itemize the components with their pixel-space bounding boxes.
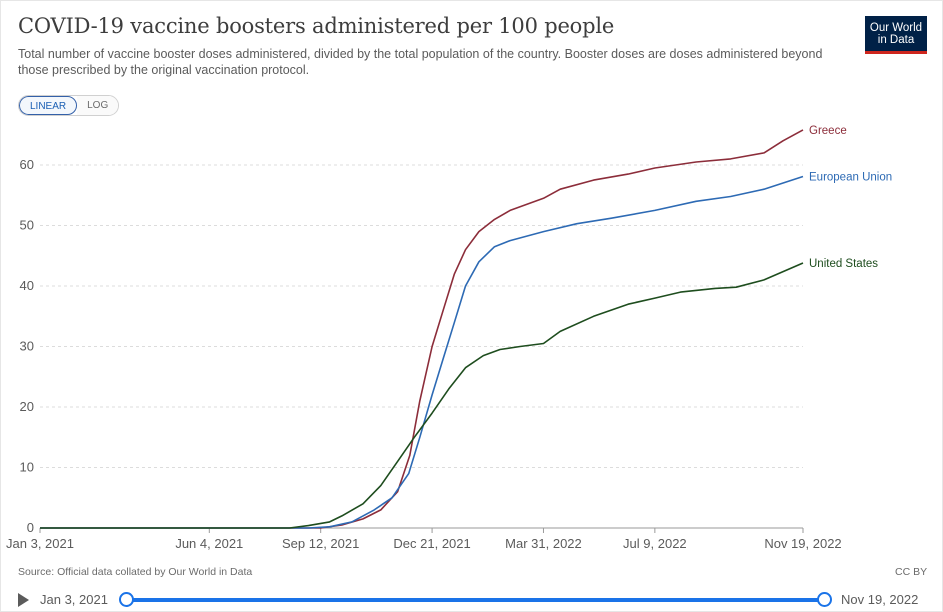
y-tick-label: 40	[20, 278, 34, 293]
chart-title: COVID-19 vaccine boosters administered p…	[18, 14, 615, 38]
linear-scale-button[interactable]: LINEAR	[19, 96, 78, 115]
series-label: European Union	[809, 171, 892, 183]
y-tick-label: 0	[27, 520, 34, 535]
line-chart: 0 10 20 30 40 50 60 Jan 3, 2021 Jun 4, 2021 Sep 1…	[6, 125, 892, 551]
timeline-end-label: Nov 19, 2022	[841, 592, 919, 607]
y-tick-label: 50	[20, 218, 34, 233]
logo-line-1: Our World	[869, 22, 923, 34]
timeline-end-handle[interactable]	[817, 592, 832, 607]
x-tick-label: Jan 3, 2021	[6, 536, 74, 551]
timeline-track[interactable]	[126, 598, 826, 602]
x-tick-label: Sep 12, 2021	[282, 536, 359, 551]
timeline-start-handle[interactable]	[119, 592, 134, 607]
series-label: United States	[809, 258, 878, 270]
y-tick-label: 10	[20, 460, 34, 475]
chart-subtitle: Total number of vaccine booster doses ad…	[18, 47, 823, 77]
owid-logo[interactable]: Our World in Data	[865, 16, 927, 54]
license-link[interactable]: CC BY	[895, 566, 928, 578]
play-icon[interactable]	[18, 593, 29, 607]
x-tick-label: Dec 21, 2021	[393, 536, 470, 551]
logo-line-2: in Data	[877, 34, 915, 46]
log-scale-button[interactable]: LOG	[77, 96, 119, 115]
series-line-united-states	[40, 262, 804, 529]
x-tick-label: Nov 19, 2022	[764, 536, 841, 551]
series-line-greece	[40, 129, 804, 529]
scale-toggle: LINEAR LOG	[18, 95, 120, 116]
y-tick-label: 20	[20, 399, 34, 414]
timeline-start-label: Jan 3, 2021	[40, 592, 108, 607]
y-tick-label: 60	[20, 157, 34, 172]
series-label: Greece	[809, 125, 847, 137]
y-tick-label: 30	[20, 339, 34, 354]
timeline: Jan 3, 2021 Nov 19, 2022	[0, 588, 943, 612]
source-note: Source: Official data collated by Our Wo…	[18, 566, 253, 578]
series-line-european-union	[40, 175, 804, 529]
x-tick-label: Mar 31, 2022	[505, 536, 582, 551]
x-tick-label: Jun 4, 2021	[175, 536, 243, 551]
x-tick-label: Jul 9, 2022	[623, 536, 687, 551]
